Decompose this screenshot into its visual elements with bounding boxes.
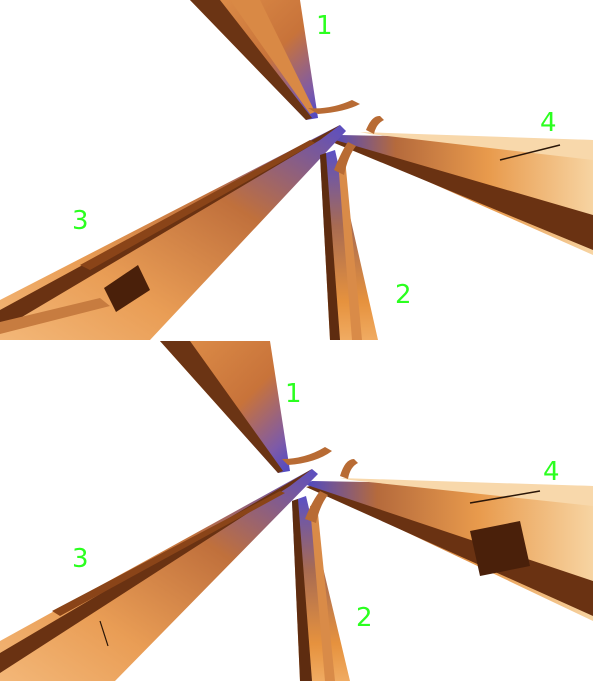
beam-3 <box>0 125 346 340</box>
beam-4 <box>330 115 593 255</box>
top-view-panel: 1 2 3 4 <box>0 0 593 340</box>
beam-1 <box>160 341 332 473</box>
beam-4 <box>305 459 593 621</box>
beam-1 <box>190 0 360 120</box>
bottom-view-panel: 1 2 3 4 <box>0 341 593 681</box>
beam-2 <box>292 491 350 681</box>
beam-scene-bottom <box>0 341 593 681</box>
beam-scene-top <box>0 0 593 340</box>
beam-3 <box>0 469 318 681</box>
beam-2 <box>320 142 378 340</box>
